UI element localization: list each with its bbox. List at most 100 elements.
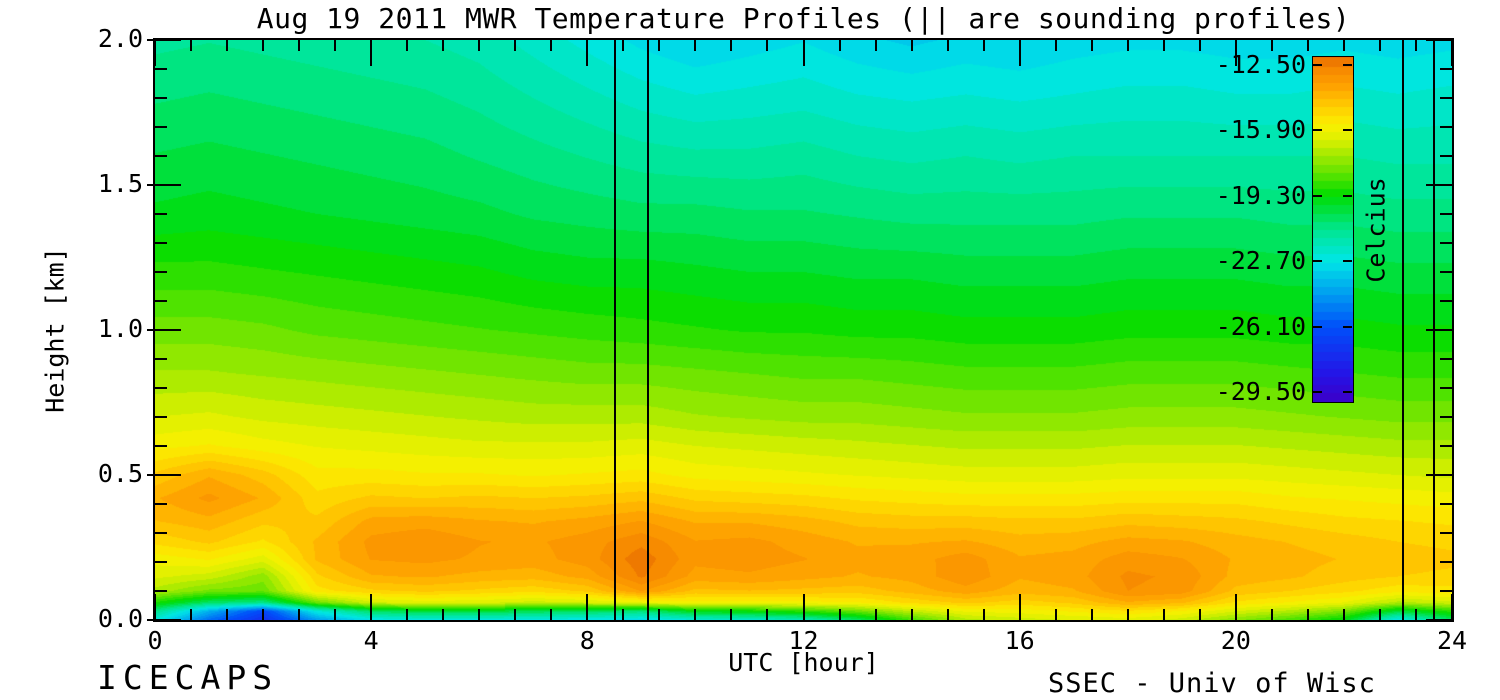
x-axis-minor-tick (1090, 40, 1093, 51)
sounding-profile-line (646, 40, 649, 620)
x-axis-minor-tick (478, 609, 481, 620)
x-axis-minor-tick (1306, 609, 1309, 620)
x-axis-title: UTC [hour] (728, 648, 879, 677)
footer-institution: SSEC - Univ of Wisc (1048, 668, 1376, 699)
footer-project-name: ICECAPS (97, 658, 279, 697)
x-axis-major-tick (1234, 40, 1237, 66)
colorbar-tick (1343, 325, 1352, 328)
x-axis-minor-tick (550, 609, 553, 620)
x-tick-label: 20 (1220, 626, 1251, 655)
colorbar-tick (1313, 129, 1322, 132)
y-axis-minor-tick (1440, 503, 1452, 505)
y-axis-minor-tick (155, 416, 167, 418)
colorbar-tick-label: -22.70 (1215, 246, 1306, 276)
x-axis-major-tick (1018, 40, 1021, 66)
x-axis-minor-tick (946, 40, 949, 51)
x-axis-minor-tick (1198, 40, 1201, 51)
colorbar-tick-label: -19.30 (1215, 180, 1306, 210)
x-axis-minor-tick (1342, 609, 1345, 620)
x-axis-minor-tick (766, 40, 769, 51)
x-axis-minor-tick (514, 40, 517, 51)
colorbar-tick (1343, 260, 1352, 263)
x-tick-label: 24 (1436, 626, 1468, 655)
y-axis-minor-tick (1440, 590, 1452, 592)
x-axis-minor-tick (658, 609, 661, 620)
y-axis-minor-tick (1440, 126, 1452, 128)
y-axis-major-tick (1426, 474, 1452, 476)
x-axis-minor-tick (1270, 40, 1273, 51)
y-axis-minor-tick (1440, 358, 1452, 360)
x-axis-minor-tick (1090, 609, 1093, 620)
x-axis-major-tick (1451, 40, 1453, 66)
x-axis-minor-tick (1198, 609, 1201, 620)
x-axis-minor-tick (838, 609, 841, 620)
y-tick-label: 1.5 (97, 169, 143, 199)
y-axis-minor-tick (155, 503, 167, 505)
x-axis-minor-tick (982, 609, 985, 620)
colorbar-tick (1343, 129, 1352, 132)
x-axis-minor-tick (1378, 40, 1381, 51)
x-axis-minor-tick (334, 609, 337, 620)
y-axis-minor-tick (155, 213, 167, 215)
x-tick-label: 12 (788, 626, 819, 655)
x-axis-minor-tick (910, 40, 913, 51)
y-axis-minor-tick (155, 126, 167, 128)
y-tick-label: 0.5 (97, 459, 143, 489)
x-axis-minor-tick (1342, 40, 1345, 51)
x-axis-major-tick (1018, 594, 1021, 620)
x-axis-minor-tick (946, 609, 949, 620)
y-axis-minor-tick (1440, 532, 1452, 534)
y-axis-major-tick (155, 39, 181, 41)
x-tick-label: 8 (579, 626, 595, 655)
y-axis-minor-tick (155, 242, 167, 244)
x-axis-major-tick (1234, 594, 1237, 620)
x-axis-minor-tick (874, 40, 877, 51)
colorbar-tick (1313, 325, 1322, 328)
y-axis-minor-tick (155, 300, 167, 302)
colorbar-tick-label: -26.10 (1215, 311, 1306, 341)
x-axis-major-tick (154, 594, 156, 620)
y-axis-minor-tick (155, 561, 167, 563)
y-axis-major-tick (155, 184, 181, 186)
x-axis-minor-tick (766, 609, 769, 620)
y-axis-minor-tick (1440, 300, 1452, 302)
x-axis-minor-tick (1162, 40, 1165, 51)
sounding-profile-line (1401, 40, 1404, 620)
x-tick-label: 4 (363, 626, 379, 655)
x-axis-minor-tick (838, 40, 841, 51)
x-axis-minor-tick (1306, 40, 1309, 51)
y-axis-minor-tick (1440, 271, 1452, 273)
x-axis-minor-tick (1414, 609, 1417, 620)
colorbar-tick (1313, 194, 1322, 197)
x-axis-minor-tick (550, 40, 553, 51)
y-axis-minor-tick (1440, 97, 1452, 99)
colorbar-tick (1343, 194, 1352, 197)
y-axis-minor-tick (155, 271, 167, 273)
x-axis-minor-tick (1378, 609, 1381, 620)
y-axis-minor-tick (155, 532, 167, 534)
y-axis-major-tick (147, 184, 155, 186)
y-axis-major-tick (147, 329, 155, 331)
x-axis-minor-tick (406, 40, 409, 51)
y-tick-label: 2.0 (97, 24, 143, 54)
x-axis-major-tick (586, 594, 589, 620)
x-axis-minor-tick (1270, 609, 1273, 620)
x-axis-minor-tick (298, 609, 301, 620)
x-tick-label: 16 (1004, 626, 1035, 655)
x-axis-minor-tick (514, 609, 517, 620)
colorbar-tick (1343, 63, 1352, 66)
x-axis-minor-tick (1126, 609, 1129, 620)
x-axis-minor-tick (226, 40, 229, 51)
x-axis-minor-tick (406, 609, 409, 620)
colorbar-tick-label: -12.50 (1215, 49, 1306, 79)
y-axis-minor-tick (1440, 213, 1452, 215)
y-tick-label: 0.0 (97, 604, 143, 634)
x-axis-minor-tick (874, 609, 877, 620)
colorbar-tick (1313, 260, 1322, 263)
x-axis-major-tick (586, 40, 589, 66)
x-axis-minor-tick (190, 609, 193, 620)
x-axis-minor-tick (730, 609, 733, 620)
y-axis-minor-tick (155, 68, 167, 70)
y-tick-label: 1.0 (97, 314, 143, 344)
x-axis-major-tick (1451, 594, 1453, 620)
